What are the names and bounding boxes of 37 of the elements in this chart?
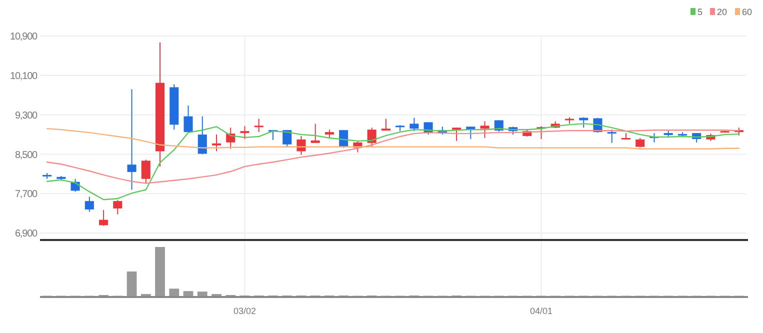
candlestick [282, 130, 292, 148]
candlestick [240, 126, 250, 140]
candlestick [296, 136, 306, 156]
candlestick [254, 118, 264, 133]
candlestick [113, 200, 122, 215]
candlestick [310, 123, 320, 144]
candlestick [339, 130, 348, 148]
legend-label: 60 [742, 7, 752, 17]
candlestick [184, 104, 193, 134]
candlestick [579, 116, 588, 128]
y-tick-label: 10,900 [10, 32, 38, 42]
y-tick-label: 10,100 [10, 70, 38, 82]
bar [126, 272, 137, 296]
candlestick [127, 88, 136, 190]
legend-label: 5 [698, 7, 703, 17]
candlestick [636, 138, 645, 148]
candlestick [198, 116, 207, 155]
bar [183, 291, 194, 296]
y-tick-label: 8,500 [14, 150, 38, 161]
x-tick-label: 03/02 [233, 306, 256, 316]
candlestick [410, 117, 419, 132]
candlestick [212, 134, 222, 152]
candlestick [141, 159, 150, 184]
y-tick-label: 7,700 [14, 189, 38, 200]
candlestick [367, 127, 376, 148]
candlestick [452, 127, 462, 142]
y-tick-label: 9,300 [14, 110, 38, 122]
candlestick [607, 129, 616, 144]
x-tick-label: 04/01 [530, 306, 553, 316]
bar [197, 292, 208, 296]
bar [155, 247, 165, 296]
bar [169, 288, 180, 296]
candlestick [84, 196, 94, 212]
candlestick [99, 209, 108, 226]
candlestick [480, 120, 490, 138]
legend-label: 20 [717, 7, 728, 17]
y-tick-label: 6,900 [14, 228, 38, 240]
